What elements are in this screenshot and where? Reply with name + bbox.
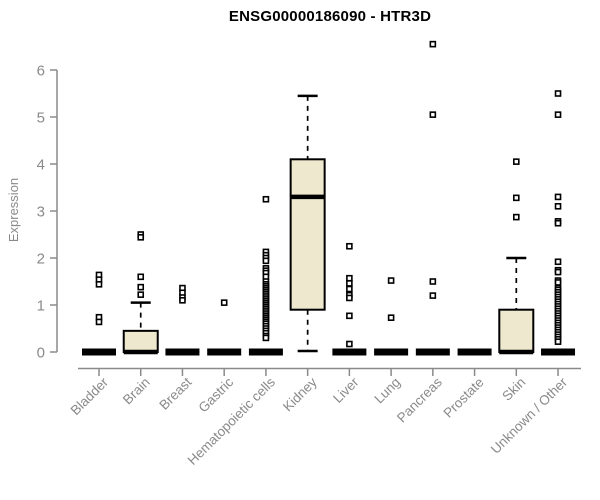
x-tick-label: Liver (330, 374, 362, 406)
x-tick-label: Breast (156, 374, 194, 412)
outlier-point-brain (137, 234, 145, 241)
outlier-point-liver (346, 294, 353, 302)
outlier-point-lung (387, 314, 395, 321)
outlier-point-unknown-other (554, 279, 562, 286)
outlier-point-skin (512, 194, 520, 202)
outlier-point-brain (137, 283, 145, 291)
x-tick-label: Skin (499, 375, 528, 404)
outlier-point-lung (387, 277, 395, 284)
y-tick-label: 4 (37, 156, 45, 173)
x-tick-label: Lung (371, 375, 403, 407)
outlier-point-unknown-other (554, 338, 562, 345)
outlier-point-hematopoietic-cells (262, 257, 270, 265)
outlier-point-unknown-other (554, 203, 562, 210)
outlier-point-hematopoietic-cells (262, 334, 270, 342)
x-tick-label: Brain (120, 375, 153, 408)
chart-title: ENSG00000186090 - HTR3D (228, 8, 432, 25)
outlier-point-hematopoietic-cells (262, 195, 270, 203)
outlier-point-gastric (220, 299, 228, 306)
collapsed-box-liver (332, 348, 367, 356)
outlier-point-liver (346, 312, 353, 320)
collapsed-box-unknown-other (541, 348, 576, 356)
y-tick-label: 6 (37, 62, 45, 79)
y-tick-label: 2 (37, 250, 45, 267)
y-tick-label: 1 (37, 297, 45, 314)
collapsed-box-prostate (457, 348, 492, 356)
outlier-point-unknown-other (554, 111, 562, 118)
outlier-point-liver (346, 340, 353, 348)
outlier-point-unknown-other (554, 258, 562, 266)
collapsed-box-bladder (82, 348, 116, 356)
x-tick-label: Prostate (441, 375, 487, 421)
outlier-point-breast (179, 296, 186, 304)
outlier-point-pancreas (429, 278, 437, 285)
outlier-point-pancreas (429, 40, 437, 48)
outlier-point-liver (346, 280, 353, 287)
collapsed-box-lung (374, 348, 409, 356)
outlier-point-liver (346, 242, 353, 250)
box-kidney (289, 158, 326, 311)
outlier-point-pancreas (429, 111, 437, 118)
outlier-point-liver (346, 285, 353, 293)
y-tick-label: 0 (37, 344, 45, 361)
x-tick-label: Bladder (68, 374, 112, 418)
box-skin (498, 308, 535, 354)
collapsed-box-hematopoietic-cells (248, 348, 283, 356)
x-tick-label: Unknown / Other (488, 374, 571, 457)
y-tick-label: 3 (37, 203, 45, 220)
collapsed-box-gastric (207, 348, 242, 356)
outlier-point-unknown-other (554, 90, 562, 97)
x-tick-label: Gastric (195, 374, 236, 415)
outlier-point-liver (346, 274, 353, 282)
y-tick-label: 5 (37, 109, 45, 126)
outlier-point-skin (512, 158, 520, 165)
outlier-point-unknown-other (554, 219, 562, 227)
x-tick-label: Pancreas (394, 374, 445, 425)
outlier-point-pancreas (429, 292, 437, 299)
box-brain (122, 329, 159, 354)
collapsed-box-pancreas (415, 348, 450, 356)
outlier-point-unknown-other (554, 193, 562, 201)
outlier-point-bladder (95, 318, 103, 326)
outlier-point-brain (137, 273, 145, 281)
collapsed-box-breast (165, 348, 200, 356)
outlier-point-bladder (95, 281, 103, 288)
outlier-point-brain (137, 291, 145, 298)
x-tick-label: Kidney (280, 374, 320, 414)
outlier-point-unknown-other (554, 268, 562, 276)
outlier-point-skin (512, 213, 520, 221)
